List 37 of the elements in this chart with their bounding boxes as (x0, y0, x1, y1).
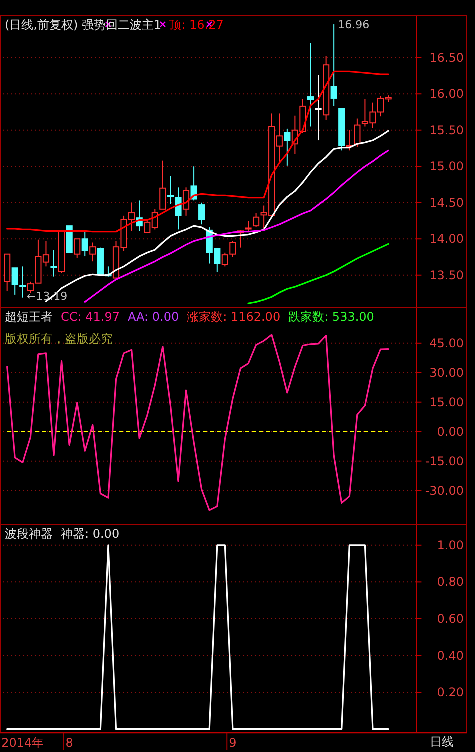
y-tick-label: 13.50 (430, 268, 464, 282)
y-tick-label: 0.60 (437, 612, 464, 626)
chart-title: (日线,前复权) 强势回二波主1 (5, 18, 162, 32)
y-tick-label: 15.00 (430, 395, 464, 410)
y-tick-label: 14.50 (430, 196, 464, 210)
x-tick-label: 9 (229, 736, 237, 750)
line-series (6, 334, 390, 512)
y-tick-label: 16.50 (430, 50, 464, 65)
y-tick-label: -30.00 (425, 484, 464, 498)
series-label: 神器: 0.00 (61, 527, 120, 541)
chart-title: 超短王者 (5, 310, 53, 324)
y-tick-label: 30.00 (430, 366, 464, 380)
text: 顶: 16.27 (170, 18, 224, 32)
y-tick-label: 14.00 (430, 232, 464, 246)
x-tick-label: 2014年 (2, 736, 44, 750)
annotation: 16.96 (338, 18, 370, 32)
y-tick-label: 15.50 (430, 123, 464, 138)
y-tick-label: 0.80 (437, 575, 464, 590)
annotation: 涨家数: 1162.00 (187, 310, 281, 324)
y-tick-label: 0.00 (437, 424, 464, 439)
y-tick-label: 16.00 (430, 87, 464, 102)
y-tick-label: 45.00 (430, 336, 464, 350)
x-tick-label: 8 (66, 736, 74, 750)
line-series (6, 70, 390, 233)
text: 日线 (430, 735, 454, 749)
y-tick-label: -15.00 (425, 454, 464, 468)
y-tick-label: 0.40 (437, 648, 464, 663)
text: CC: 41.97 (61, 310, 120, 324)
line-series (248, 243, 390, 304)
text: 版权所有，盗版必究 (5, 332, 113, 346)
annotation: AA: 0.00 (128, 310, 180, 324)
annotation: 跌家数: 533.00 (288, 310, 374, 324)
line-series (84, 150, 390, 303)
y-tick-label: 0.20 (437, 686, 464, 700)
y-tick-label: 1.00 (437, 538, 464, 552)
y-tick-label: 15.00 (430, 160, 464, 174)
chart-title: 波段神器 (5, 527, 53, 541)
